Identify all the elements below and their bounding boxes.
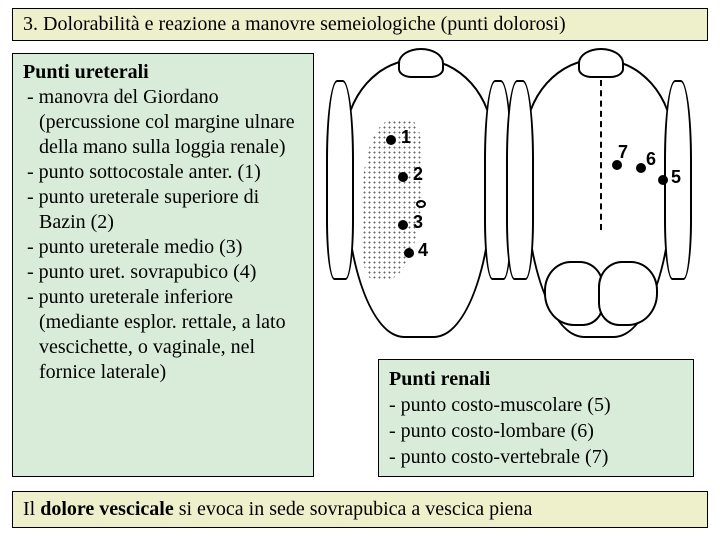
renal-item: - punto costo-vertebrale (7) <box>389 444 683 470</box>
buttock-left <box>544 261 604 326</box>
footer-box: Il dolore vescicale si evoca in sede sov… <box>12 491 708 528</box>
ureteral-item: - punto uret. sovrapubico (4) <box>23 260 303 285</box>
ureteral-item: - punto sottocostale anter. (1) <box>23 160 303 185</box>
back-arm-left <box>506 80 534 280</box>
content-row: Punti ureterali - manovra del Giordano (… <box>12 53 708 477</box>
point-5-dot <box>658 175 668 185</box>
ureteral-item: - punto ureterale medio (3) <box>23 235 303 260</box>
front-torso-outline: 1 2 3 4 <box>344 58 494 338</box>
footer-post: si evoca in sede sovrapubica a vescica p… <box>174 498 533 520</box>
back-head <box>578 48 624 78</box>
ureteral-points-box: Punti ureterali - manovra del Giordano (… <box>12 53 314 477</box>
renal-header: Punti renali <box>389 366 683 392</box>
ureteral-item: - punto ureterale inferiore (mediante es… <box>23 285 303 385</box>
point-6-label: 6 <box>646 149 656 170</box>
point-1-label: 1 <box>401 127 411 148</box>
renal-points-box: Punti renali - punto costo-muscolare (5)… <box>378 359 694 477</box>
point-2-label: 2 <box>413 164 423 185</box>
point-2-dot <box>398 172 408 182</box>
buttock-right <box>598 261 658 326</box>
renal-item: - punto costo-lombare (6) <box>389 418 683 444</box>
navel <box>416 200 426 208</box>
ureteral-item: - punto ureterale superiore di Bazin (2) <box>23 185 303 235</box>
front-arm-left <box>326 80 354 280</box>
footer-bold: dolore vescicale <box>40 498 173 520</box>
point-4-dot <box>404 248 414 258</box>
point-6-dot <box>636 163 646 173</box>
point-1-dot <box>386 135 396 145</box>
footer-pre: Il <box>23 498 40 520</box>
section-title-box: 3. Dolorabilità e reazione a manovre sem… <box>12 8 708 41</box>
front-head <box>398 48 444 78</box>
point-7-label: 7 <box>618 142 628 163</box>
spine-line <box>600 80 602 230</box>
ureteral-item: - manovra del Giordano (percussione col … <box>23 85 303 160</box>
anatomy-diagram: 1 2 3 4 5 6 7 <box>324 53 694 353</box>
section-title: 3. Dolorabilità e reazione a manovre sem… <box>23 13 566 35</box>
renal-item: - punto costo-muscolare (5) <box>389 392 683 418</box>
right-column: 1 2 3 4 5 6 7 <box>324 53 708 477</box>
point-3-dot <box>398 220 408 230</box>
point-4-label: 4 <box>418 240 428 261</box>
back-torso-outline: 5 6 7 <box>524 58 674 338</box>
ureteral-header: Punti ureterali <box>23 60 303 85</box>
point-3-label: 3 <box>413 212 423 233</box>
point-5-label: 5 <box>671 167 681 188</box>
